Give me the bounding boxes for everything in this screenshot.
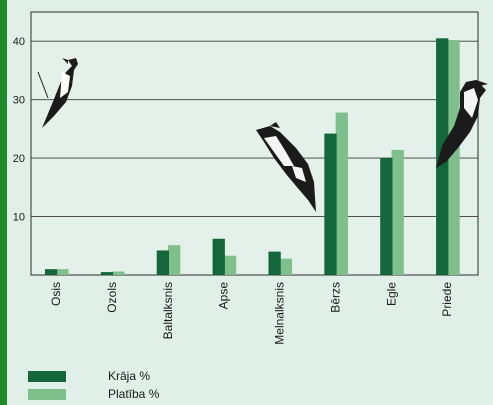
x-category-label: Melnalksnis [273, 282, 287, 345]
x-category-label: Ozols [105, 282, 119, 313]
bar-platiba-7 [447, 40, 460, 276]
bar-platiba-2 [168, 245, 181, 275]
bar-platiba-3 [223, 255, 237, 275]
y-tick-label: 10 [13, 212, 25, 224]
bar-platiba-1 [112, 271, 125, 275]
x-category-label: Bērzs [328, 282, 342, 313]
legend-item-platiba: Platība % [28, 387, 159, 401]
x-category-label: Baltalksnis [161, 282, 175, 339]
x-axis-category-labels: Osis Ozols Baltalksnis Apse Melnalksnis Bērzs… [49, 282, 454, 345]
bar-platiba-4 [279, 258, 293, 275]
bar-kraja-0 [44, 269, 58, 275]
legend-swatch-platiba [28, 388, 66, 400]
legend-item-kraja: Krāja % [28, 369, 150, 383]
plot-area [30, 11, 479, 276]
bar-kraja-5 [324, 133, 337, 275]
legend-label-platiba: Platība % [108, 387, 160, 401]
y-axis-tick-labels: 10 20 30 40 [13, 36, 25, 223]
bar-kraja-4 [268, 251, 281, 275]
y-tick-label: 30 [13, 95, 25, 107]
bars [44, 38, 460, 276]
bar-kraja-2 [156, 250, 170, 275]
x-category-label: Osis [49, 282, 63, 306]
bar-platiba-6 [391, 149, 404, 275]
y-tick-label: 20 [13, 153, 25, 165]
bar-kraja-6 [380, 158, 393, 275]
bar-kraja-1 [100, 272, 114, 275]
y-tick-label: 40 [13, 36, 25, 48]
legend-label-kraja: Krāja % [108, 369, 151, 383]
x-category-label: Egle [384, 282, 398, 306]
legend-swatch-kraja [28, 370, 66, 382]
x-category-label: Priede [440, 282, 454, 317]
woodpecker-illustration [37, 58, 78, 128]
x-category-label: Apse [217, 282, 231, 310]
bar-platiba-0 [56, 269, 69, 275]
bar-platiba-5 [335, 112, 348, 275]
woodpecker-illustration [436, 80, 488, 168]
left-accent-stripe [0, 0, 7, 405]
bar-kraja-3 [212, 238, 225, 275]
woodpecker-illustration [256, 122, 316, 212]
